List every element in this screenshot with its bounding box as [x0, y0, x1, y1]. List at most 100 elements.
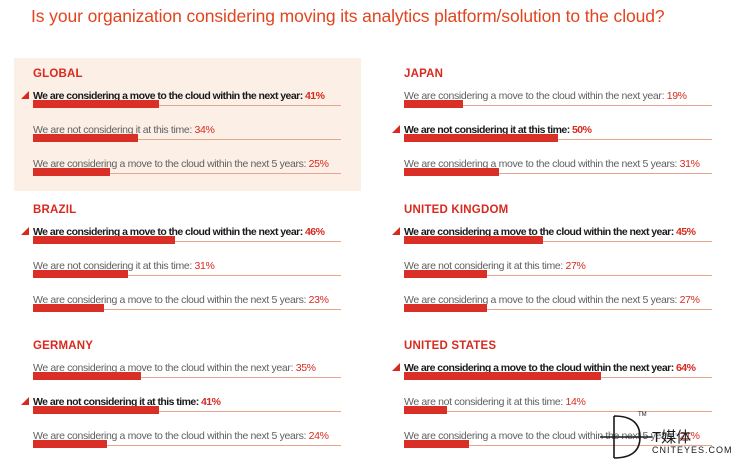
bar-label: We are not considering it at this time: … — [33, 124, 215, 136]
region-title: BRAZIL — [33, 204, 77, 216]
region-title: JAPAN — [404, 68, 444, 80]
bar-row: We are not considering it at this time: … — [33, 124, 353, 154]
bar-value-label: 41% — [201, 396, 221, 408]
bar-row: We are considering a move to the cloud w… — [404, 430, 724, 460]
bar — [33, 440, 107, 448]
bar-track — [404, 139, 712, 140]
chart-title: Is your organization considering moving … — [31, 6, 665, 26]
watermark-logo: T媒体 CNITEYES.COM TM — [596, 412, 746, 462]
bar-value-label: 21% — [679, 430, 700, 442]
bar-row: We are considering a move to the cloud w… — [21, 226, 353, 256]
bar-track — [33, 173, 341, 174]
bar-track — [404, 411, 712, 412]
bar-value-label: 41% — [305, 90, 325, 102]
bar — [33, 406, 159, 414]
bar-label-text: We are considering a move to the cloud w… — [404, 362, 671, 374]
bar-track — [33, 377, 341, 378]
bar-track — [404, 309, 712, 310]
bar-value-label: 31% — [679, 158, 700, 170]
bar-label: We are considering a move to the cloud w… — [33, 294, 329, 306]
bar-label: We are not considering it at this time: … — [404, 396, 586, 408]
bar-label-text: We are considering a move to the cloud w… — [33, 226, 300, 238]
bar-label-text: We are considering a move to the cloud w… — [404, 158, 675, 170]
bar-label-text: We are considering a move to the cloud w… — [404, 90, 662, 102]
bar-label: We are not considering it at this time: … — [33, 260, 215, 272]
bar-label-text: We are not considering it at this time — [404, 124, 567, 136]
bar — [33, 270, 128, 278]
bar-label-text: We are not considering it at this time — [33, 124, 190, 136]
bar-label-text: We are not considering it at this time — [33, 396, 196, 408]
region-title: GLOBAL — [33, 68, 83, 80]
bar — [404, 440, 469, 448]
bar — [404, 100, 463, 108]
bar-row: We are considering a move to the cloud w… — [404, 90, 724, 120]
highlight-marker-icon — [392, 227, 400, 235]
bar-label-text: We are considering a move to the cloud w… — [33, 430, 304, 442]
highlight-marker-icon — [21, 227, 29, 235]
bar-label: We are considering a move to the cloud w… — [404, 90, 687, 102]
bar-row: We are considering a move to the cloud w… — [33, 430, 353, 460]
bar-row: We are not considering it at this time: … — [33, 260, 353, 290]
bar-value-label: 31% — [194, 260, 215, 272]
bar-label: We are considering a move to the cloud w… — [404, 158, 700, 170]
bar — [404, 134, 558, 142]
highlight-marker-icon — [21, 91, 29, 99]
watermark-text: T媒体 — [652, 429, 692, 446]
bar-label: We are considering a move to the cloud w… — [33, 90, 325, 102]
bar-label-text: We are considering a move to the cloud w… — [33, 294, 304, 306]
bar-row: We are considering a move to the cloud w… — [33, 158, 353, 188]
bar-value-label: 25% — [308, 158, 329, 170]
bar — [404, 304, 487, 312]
bar — [33, 236, 175, 244]
bar-label: We are considering a move to the cloud w… — [404, 294, 700, 306]
bar-row: We are not considering it at this time: … — [404, 260, 724, 290]
bar-label: We are considering a move to the cloud w… — [404, 362, 696, 374]
bar-row: We are considering a move to the cloud w… — [392, 362, 724, 392]
bar-value-label: 50% — [572, 124, 592, 136]
bar-value-label: 24% — [308, 430, 329, 442]
bar-label-text: We are considering a move to the cloud w… — [404, 294, 675, 306]
region-title: UNITED STATES — [404, 340, 497, 352]
bar-value-label: 46% — [305, 226, 325, 238]
bar — [33, 168, 110, 176]
highlight-marker-icon — [392, 363, 400, 371]
bar-row: We are not considering it at this time: … — [21, 396, 353, 426]
bar-label: We are considering a move to the cloud w… — [404, 226, 696, 238]
bar — [33, 372, 141, 380]
bar-value-label: 35% — [295, 362, 316, 374]
region-title: GERMANY — [33, 340, 94, 352]
bar-label: We are considering a move to the cloud w… — [404, 430, 700, 442]
bar — [404, 236, 543, 244]
bar-row: We are considering a move to the cloud w… — [21, 90, 353, 120]
bar-value-label: 27% — [679, 294, 700, 306]
bar-track — [404, 105, 712, 106]
bar-track — [33, 105, 341, 106]
bar-value-label: 19% — [666, 90, 687, 102]
bar-label-text: We are not considering it at this time — [404, 260, 561, 272]
bar-label: We are considering a move to the cloud w… — [33, 430, 329, 442]
bar-track — [33, 445, 341, 446]
bar-track — [33, 139, 341, 140]
bar-label: We are considering a move to the cloud w… — [33, 158, 329, 170]
highlight-marker-icon — [392, 125, 400, 133]
watermark-logo-icon — [600, 415, 652, 459]
bar-row: We are considering a move to the cloud w… — [404, 294, 724, 324]
bar-label: We are not considering it at this time: … — [404, 260, 586, 272]
bar-value-label: 45% — [676, 226, 696, 238]
watermark-subtext: CNITEYES.COM — [652, 445, 733, 455]
bar — [33, 134, 138, 142]
bar-track — [404, 275, 712, 276]
bar-row: We are not considering it at this time: … — [392, 124, 724, 154]
bar-track — [33, 411, 341, 412]
highlight-marker-icon — [21, 397, 29, 405]
bar-row: We are not considering it at this time: … — [404, 396, 724, 426]
bar-track — [33, 241, 341, 242]
bar-label-text: We are not considering it at this time — [33, 260, 190, 272]
bar-value-label: 34% — [194, 124, 215, 136]
bar — [404, 270, 487, 278]
bar-track — [404, 173, 712, 174]
bar-track — [404, 445, 712, 446]
bar-row: We are considering a move to the cloud w… — [392, 226, 724, 256]
bar-label: We are not considering it at this time: … — [33, 396, 221, 408]
bar-label-text: We are considering a move to the cloud w… — [404, 226, 671, 238]
